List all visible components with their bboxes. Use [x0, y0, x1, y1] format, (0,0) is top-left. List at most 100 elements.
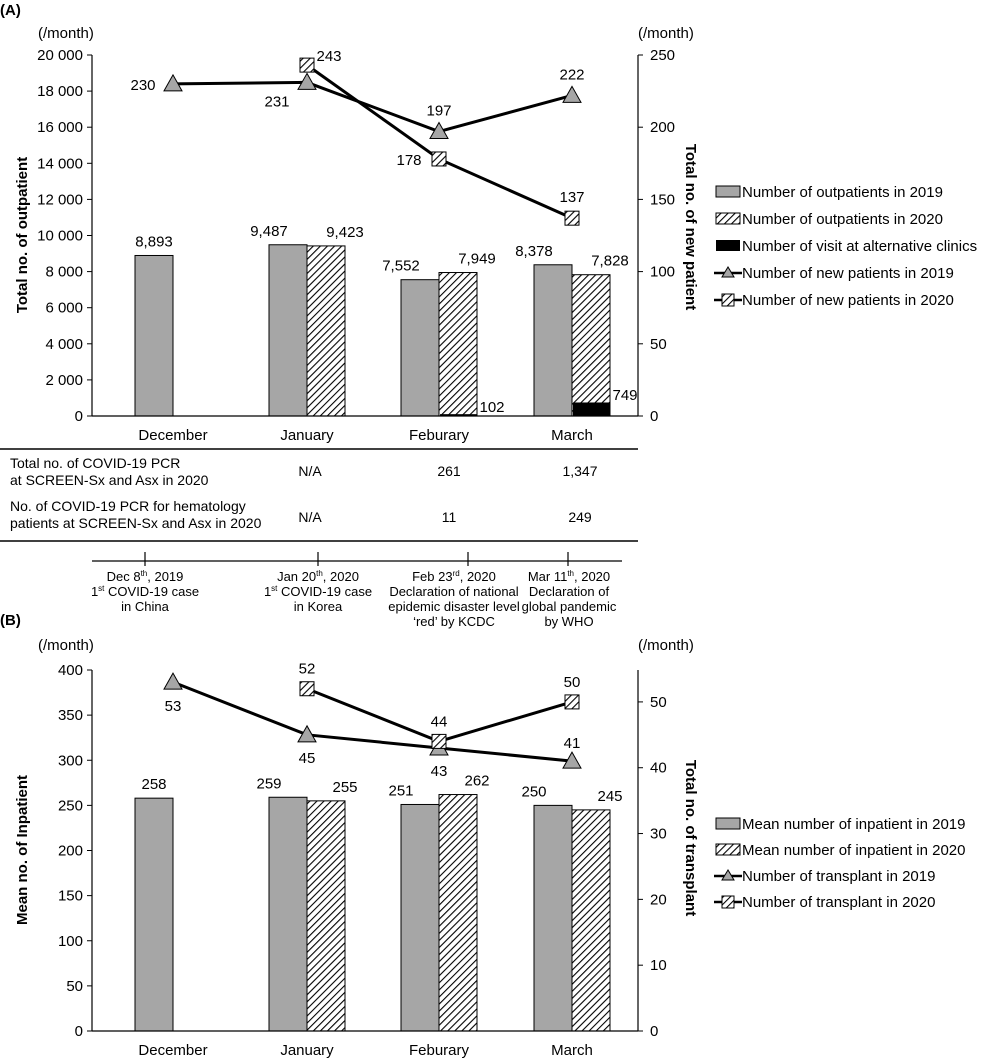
right-tick-label: 50 — [650, 336, 667, 353]
legend-swatch — [715, 185, 741, 198]
line-2020-label: 243 — [316, 48, 341, 65]
panel-a-left-axis-title: Total no. of outpatient — [14, 157, 31, 313]
panel-a-left-ticks: 0 2 000 4 000 6 000 8 000 10 000 12 000 14 000 1… — [37, 47, 92, 425]
bar-2020-label: 9,423 — [326, 224, 364, 241]
panel-a-category-labels: December January Feburary March — [138, 427, 592, 444]
left-tick-label: 150 — [58, 888, 83, 905]
marker-2019 — [297, 72, 317, 90]
legend-swatch — [715, 212, 741, 225]
line-2019-label: 43 — [431, 763, 448, 780]
bar-2020 — [306, 800, 346, 1032]
line-2019-label: 45 — [299, 750, 316, 767]
line-2019 — [172, 680, 573, 763]
timeline-event-feb-line1: Declaration of national — [389, 584, 518, 599]
left-tick-label: 4 000 — [45, 336, 83, 353]
timeline-event-feb-date: Feb 23rd, 2020 — [412, 569, 496, 584]
pcr-row2-label-line1: No. of COVID-19 PCR for hematology — [10, 498, 246, 514]
line-2019-label: 41 — [564, 735, 581, 752]
panel-b-category-labels: December January Feburary March — [138, 1042, 592, 1059]
pcr-row2-march: 249 — [568, 509, 592, 525]
legend-swatch — [716, 240, 740, 251]
bar-2019 — [134, 797, 174, 1032]
category-label: March — [551, 427, 593, 444]
legend-swatch-marker — [721, 869, 735, 881]
timeline-event-mar-line3: by WHO — [544, 614, 593, 629]
category-label: March — [551, 1042, 593, 1059]
left-tick-label: 0 — [75, 408, 83, 425]
panel-a-label: (A) — [0, 2, 21, 19]
right-tick-label: 0 — [650, 408, 658, 425]
left-tick-label: 100 — [58, 933, 83, 950]
panel-b-right-ticks: 0 10 20 30 40 50 — [638, 694, 667, 1040]
legend-swatch-marker — [721, 293, 735, 307]
right-tick-label: 30 — [650, 826, 667, 843]
timeline-event-dec-date: Dec 8th, 2019 — [107, 569, 184, 584]
bar-2019 — [533, 804, 573, 1032]
panel-b-bars: 258 259 255 251 262 250 245 — [134, 773, 623, 1032]
bar-2019-label: 251 — [388, 782, 413, 799]
left-tick-label: 8 000 — [45, 264, 83, 281]
left-tick-label: 50 — [66, 978, 83, 995]
right-tick-label: 150 — [650, 191, 675, 208]
panel-a-right-ticks: 0 50 100 150 200 250 — [638, 47, 675, 425]
timeline-event-jan-line1: 1st COVID-19 case — [264, 584, 372, 599]
category-label: Feburary — [409, 427, 470, 444]
panel-a-axes — [91, 55, 639, 417]
bar-alternative-clinic-label: 749 — [612, 387, 637, 404]
right-tick-label: 40 — [650, 760, 667, 777]
category-label: January — [280, 427, 334, 444]
bar-2020 — [438, 794, 478, 1032]
left-tick-label: 400 — [58, 662, 83, 679]
right-tick-label: 50 — [650, 694, 667, 711]
right-tick-label: 200 — [650, 119, 675, 136]
left-tick-label: 12 000 — [37, 191, 83, 208]
marker-2020 — [431, 733, 447, 749]
category-label: December — [138, 427, 207, 444]
left-tick-label: 350 — [58, 707, 83, 724]
bar-2020 — [571, 274, 611, 417]
left-tick-label: 16 000 — [37, 119, 83, 136]
panel-a-legend: Number of outpatients in 2019 Number of o… — [714, 184, 977, 309]
legend-swatch-marker — [721, 266, 735, 278]
bar-2020 — [438, 272, 478, 417]
bar-2020-label: 7,949 — [458, 251, 496, 268]
left-tick-label: 14 000 — [37, 155, 83, 172]
panel-a-right-unit: (/month) — [638, 25, 694, 42]
left-tick-label: 6 000 — [45, 300, 83, 317]
left-tick-label: 200 — [58, 843, 83, 860]
legend-entry: Number of outpatients in 2019 — [742, 184, 943, 201]
bar-2019-label: 8,893 — [135, 233, 173, 250]
bar-2019-label: 250 — [521, 783, 546, 800]
panel-b-right-axis-title: Total no. of transplant — [682, 760, 699, 916]
line-2019-label: 53 — [165, 698, 182, 715]
marker-2020 — [299, 681, 315, 697]
left-tick-label: 20 000 — [37, 47, 83, 64]
panel-b: (B) (/month) (/month) Mean no. of Inpati… — [0, 612, 965, 1059]
timeline-event-jan-date: Jan 20th, 2020 — [277, 569, 359, 584]
timeline-event-mar-line1: Declaration of — [529, 584, 610, 599]
pcr-table: Total no. of COVID-19 PCR at SCREEN-Sx a… — [0, 448, 638, 542]
bar-2019-label: 258 — [141, 776, 166, 793]
panel-b-left-ticks: 0 50 100 150 200 250 300 350 400 — [58, 662, 92, 1040]
category-label: Feburary — [409, 1042, 470, 1059]
bar-2019 — [400, 803, 440, 1032]
bar-2019-label: 7,552 — [382, 258, 420, 275]
marker-2020 — [564, 694, 580, 710]
bar-alternative-clinic — [573, 402, 610, 416]
legend-entry: Number of transplant in 2019 — [742, 868, 935, 885]
bar-2020 — [571, 809, 611, 1032]
panel-b-lines: 53 45 43 41 52 44 50 — [163, 661, 582, 780]
panel-b-left-axis-title: Mean no. of Inpatient — [14, 775, 31, 925]
timeline-event-feb-line3: ‘red’ by KCDC — [413, 614, 495, 629]
panel-a-lines: 230 231 197 222 243 178 137 — [130, 48, 585, 226]
marker-2020 — [431, 151, 447, 167]
timeline-event-dec-line1: 1st COVID-19 case — [91, 584, 199, 599]
panel-b-label: (B) — [0, 612, 21, 629]
line-2019 — [172, 80, 573, 134]
right-tick-label: 100 — [650, 264, 675, 281]
panel-a-right-axis-title: Total no. of new patient — [682, 144, 699, 310]
marker-2019 — [562, 85, 582, 103]
legend-swatch — [715, 843, 741, 856]
legend-swatch — [715, 817, 741, 830]
legend-entry: Number of visit at alternative clinics — [742, 238, 977, 255]
